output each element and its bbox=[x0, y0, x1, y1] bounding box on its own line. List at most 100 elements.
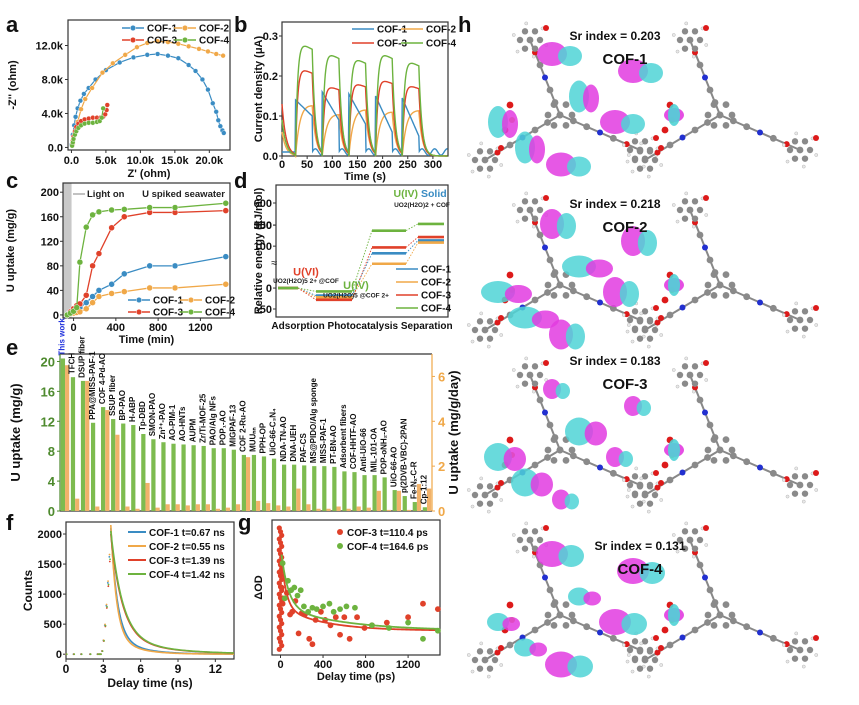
atom bbox=[681, 215, 689, 222]
bar-uptake-mg-g bbox=[111, 419, 116, 511]
bar-uptake-mg-g bbox=[121, 423, 126, 511]
x-axis-label: Time (min) bbox=[119, 334, 175, 346]
bar-uptake-mg-g-day bbox=[266, 503, 271, 511]
axis-break-mark: ≈ bbox=[271, 257, 277, 269]
orbital-row-cof-4: Sr index = 0.131 COF-4 bbox=[466, 521, 819, 679]
data-point bbox=[171, 284, 179, 292]
atom bbox=[542, 244, 548, 251]
category-label: UiO-66-AO bbox=[389, 447, 398, 487]
hydrogen-atom bbox=[625, 659, 630, 664]
x-tick-label: 15.0k bbox=[161, 155, 189, 167]
y2-tick-label: 0 bbox=[438, 504, 445, 519]
plot-frame bbox=[67, 19, 231, 151]
hydrogen-atom bbox=[659, 663, 664, 667]
category-label: MIL-101-OA bbox=[369, 427, 378, 472]
data-point bbox=[221, 130, 227, 136]
hydrogen-atom bbox=[486, 174, 491, 179]
legend-label: COF-4 bbox=[426, 39, 456, 50]
orbital-lobe-magenta bbox=[583, 84, 599, 113]
atom bbox=[542, 409, 548, 416]
hydrogen-atom bbox=[691, 389, 696, 394]
data-point bbox=[105, 603, 108, 606]
data-point bbox=[83, 292, 90, 299]
transition-line bbox=[405, 240, 419, 254]
plot-frame bbox=[275, 184, 449, 318]
atom bbox=[544, 619, 551, 626]
orbital-lobe-cyan bbox=[567, 156, 591, 177]
atom bbox=[679, 304, 686, 311]
legend-label: COF-2 t=0.55 ns bbox=[149, 542, 225, 553]
data-point bbox=[405, 619, 412, 626]
cof-label: COF-3 bbox=[603, 376, 648, 393]
atom bbox=[681, 45, 689, 52]
atom bbox=[676, 206, 684, 214]
data-point bbox=[108, 224, 115, 232]
data-point bbox=[106, 605, 108, 608]
hydrogen-atom bbox=[639, 141, 644, 146]
category-label: Zn²⁺-PAO bbox=[158, 403, 167, 439]
chart-f: 0 3 6 9 12 0 500 1000 1500 2000 Delay time (ns) Cou… bbox=[21, 521, 235, 690]
atom bbox=[646, 665, 654, 672]
atom bbox=[786, 646, 794, 654]
atom bbox=[729, 117, 737, 125]
atom bbox=[481, 491, 489, 499]
bar-uptake-mg-g bbox=[241, 454, 246, 511]
data-point bbox=[122, 52, 128, 58]
data-point bbox=[89, 85, 95, 91]
bar-uptake-mg-g-day bbox=[286, 506, 291, 511]
atom bbox=[486, 165, 494, 172]
hydrogen-atom bbox=[814, 323, 819, 327]
data-point bbox=[104, 623, 106, 626]
hydrogen-atom bbox=[621, 313, 626, 317]
oxygen-atom bbox=[543, 360, 549, 366]
bar-uptake-mg-g-day bbox=[85, 380, 90, 511]
y-axis-label: ΔOD bbox=[253, 575, 265, 599]
sr-index-label: Sr index = 0.183 bbox=[569, 354, 660, 368]
atom bbox=[486, 500, 494, 507]
bar-uptake-mg-g bbox=[422, 507, 427, 511]
atom bbox=[666, 476, 674, 484]
data-point bbox=[99, 115, 105, 121]
data-point bbox=[108, 553, 111, 556]
category-label: AUPM bbox=[188, 418, 197, 442]
category-label: TFCH bbox=[68, 353, 77, 375]
data-point bbox=[107, 580, 109, 583]
atom bbox=[716, 281, 724, 289]
transition-line bbox=[297, 287, 317, 297]
legend-label: COF-1 bbox=[153, 296, 183, 307]
transition-line bbox=[351, 253, 373, 296]
data-point bbox=[77, 98, 84, 104]
data-point bbox=[297, 587, 304, 594]
atom bbox=[691, 198, 699, 205]
y-tick-label: 1000 bbox=[38, 589, 62, 601]
data-point bbox=[199, 76, 206, 83]
light-on-shading bbox=[63, 183, 72, 318]
atom bbox=[743, 293, 751, 301]
x-tick-label: 400 bbox=[107, 322, 125, 334]
oxygen-atom bbox=[703, 25, 709, 31]
series-line-cof-2 bbox=[281, 105, 448, 159]
category-label: PT-BN-AO bbox=[329, 425, 338, 464]
bar-uptake-mg-g-day bbox=[366, 507, 371, 511]
data-point bbox=[89, 262, 96, 270]
orbital-lobe-cyan bbox=[558, 46, 582, 66]
y-tick-label: 0.3 bbox=[263, 31, 278, 43]
atom bbox=[729, 287, 737, 295]
hydrogen-atom bbox=[801, 334, 806, 339]
atom bbox=[516, 536, 524, 544]
atom bbox=[729, 452, 737, 460]
bar-uptake-mg-g-day bbox=[195, 504, 200, 511]
atom bbox=[722, 101, 730, 109]
atom bbox=[550, 271, 558, 279]
atom bbox=[801, 655, 809, 662]
x-tick-label: 100 bbox=[323, 159, 341, 171]
atom bbox=[636, 148, 644, 155]
atom bbox=[728, 446, 736, 454]
atom bbox=[544, 446, 552, 454]
bar-uptake-mg-g-day bbox=[155, 507, 160, 511]
bar-uptake-mg-g bbox=[292, 464, 297, 511]
atom bbox=[494, 484, 501, 491]
series-line-cof-1 bbox=[282, 89, 448, 157]
legend-label: COF-3 bbox=[147, 36, 177, 47]
annotation-seawater: U spiked seawater bbox=[142, 189, 225, 200]
